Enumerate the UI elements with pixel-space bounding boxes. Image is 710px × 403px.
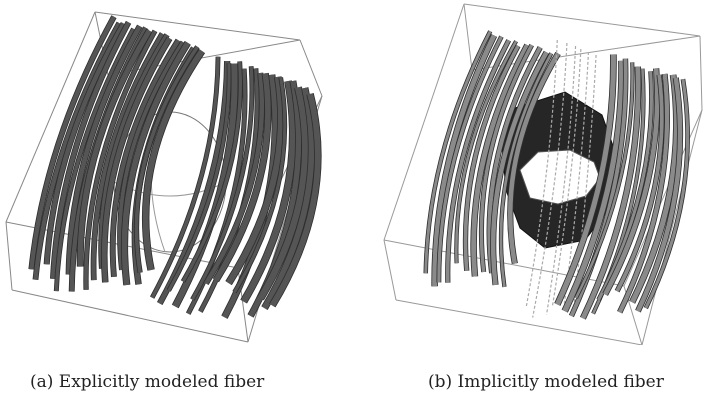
fiber [597,71,654,301]
explicit-fiber-render [5,11,323,343]
fiber [445,39,511,283]
caption-a: (a) Explicitly modeled fiber [30,372,265,392]
fiber [562,60,625,313]
fiber [574,62,634,299]
fiber [121,41,191,286]
fiber [91,32,165,281]
fiber [44,22,126,265]
wireframe-edge [463,3,473,71]
wireframe-edge [11,289,249,343]
fiber [84,29,157,290]
fiber [635,77,683,313]
fiber [66,24,142,275]
fiber [499,52,553,288]
figure-panel-implicit [380,0,710,345]
fiber-bundle [423,30,690,320]
fiber-thin [532,42,568,318]
fiber-thin [525,39,558,308]
fiber [269,93,321,307]
fiber [157,60,230,305]
fiber [181,61,242,283]
fiber [479,44,534,273]
wireframe-edge [383,3,465,241]
fiber [213,72,271,282]
fiber-bundle [28,15,322,319]
fiber [117,41,185,271]
wireframe-edge [641,109,703,345]
fiber [101,37,172,283]
fiber [463,45,520,271]
fiber [142,49,205,271]
wireframe-edge [463,3,701,37]
fiber [424,30,492,274]
figure-panel-explicit [0,0,340,345]
fiber [471,43,530,277]
fiber [262,87,315,310]
fiber [226,76,285,285]
fiber-thin [545,45,577,315]
fiber [508,52,561,265]
fiber [190,66,254,301]
fiber [432,34,497,287]
wireframe-edge [395,299,643,345]
wireframe-edge [5,11,96,223]
fiber [54,28,135,292]
fiber [580,66,641,320]
fiber-thin [551,48,582,308]
caption-b: (b) Implicitly modeled fiber [428,372,664,392]
implicit-fiber-render [383,3,703,345]
fiber [204,72,265,285]
fiber [455,40,518,264]
wireframe-edge [383,239,397,301]
fiber [99,33,169,269]
fiber [50,21,131,279]
fiber [29,15,116,270]
fiber [437,35,503,283]
wireframe-edge [94,11,301,41]
fiber [134,45,199,274]
fiber [490,51,549,286]
fiber [487,46,542,274]
fiber [644,78,690,309]
fiber [233,77,287,293]
fiber-thin [563,51,590,304]
fiber [603,68,660,296]
implicit-hole-surface [501,91,619,249]
fiber [240,80,296,304]
fiber [615,74,664,293]
fiber [150,56,220,299]
wireframe-edge [699,35,703,111]
fiber [110,39,181,278]
fiber [33,22,122,280]
fiber [617,73,670,314]
fiber [172,63,238,308]
fiber [257,86,309,300]
fiber [167,63,231,292]
fiber [554,54,616,306]
fiber [77,29,152,267]
wireframe-edge [299,39,323,97]
wireframe-edge [5,221,13,291]
